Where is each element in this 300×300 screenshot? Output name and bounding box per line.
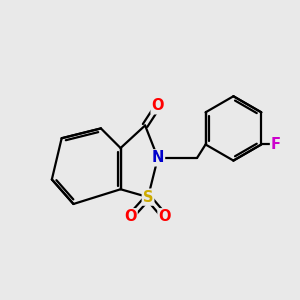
Text: O: O [152, 98, 164, 113]
Text: O: O [158, 209, 171, 224]
Text: F: F [271, 137, 281, 152]
Text: O: O [124, 209, 136, 224]
Text: S: S [143, 190, 153, 205]
Text: N: N [152, 150, 164, 165]
